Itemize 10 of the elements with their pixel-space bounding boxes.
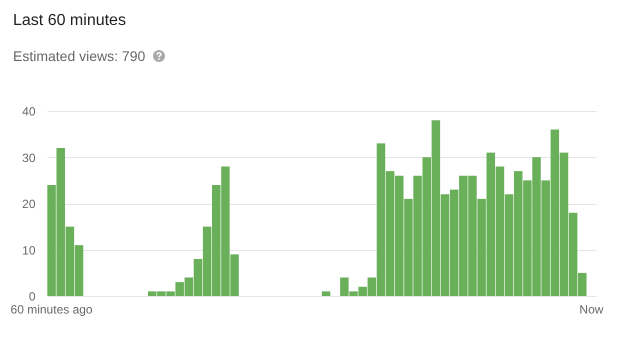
y-tick-label: 0 <box>28 290 36 304</box>
bar <box>322 291 330 296</box>
y-tick-label: 20 <box>22 197 36 211</box>
y-tick-label: 30 <box>22 150 36 165</box>
x-tick-label: 60 minutes ago <box>10 302 93 316</box>
y-tick-label: 10 <box>22 243 36 258</box>
x-tick-label: Now <box>579 302 604 316</box>
y-tick-label: 40 <box>22 104 36 118</box>
chart-subtitle: Estimated views: 790 <box>13 48 146 64</box>
chart-title: Last 60 minutes <box>13 12 126 30</box>
